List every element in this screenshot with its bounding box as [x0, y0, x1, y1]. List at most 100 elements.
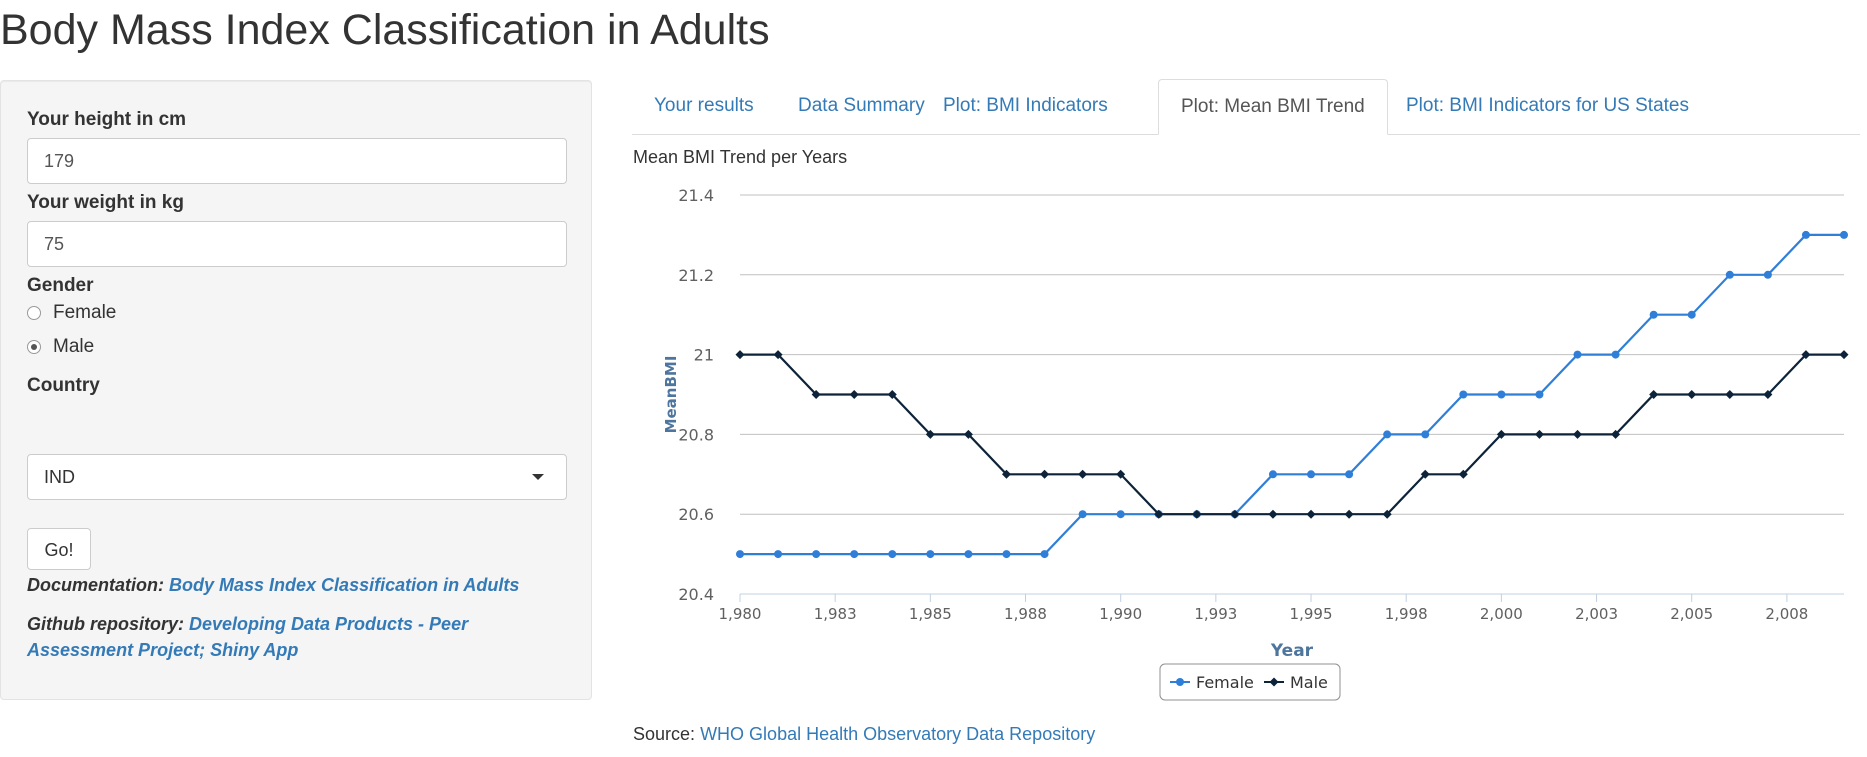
radio-male[interactable] — [27, 340, 41, 354]
x-tick-label: 1,993 — [1194, 605, 1237, 623]
data-point-male — [1268, 509, 1278, 519]
data-point-female — [1078, 510, 1087, 519]
x-axis-title: Year — [1270, 641, 1314, 661]
x-tick-label: 2,005 — [1670, 605, 1713, 623]
data-point-male — [1154, 509, 1164, 519]
tab-plot-mean-bmi-trend[interactable]: Plot: Mean BMI Trend — [1158, 79, 1388, 135]
legend-marker-male — [1269, 677, 1279, 687]
y-axis-title: MeanBMI — [662, 356, 680, 434]
data-point-male — [1420, 469, 1430, 479]
data-point-female — [1002, 550, 1011, 559]
data-point-male — [1078, 469, 1088, 479]
data-point-male — [1230, 509, 1240, 519]
source-line: Source: WHO Global Health Observatory Da… — [633, 724, 1095, 745]
legend-label-male: Male — [1290, 673, 1328, 692]
tab-your-results[interactable]: Your results — [654, 95, 754, 116]
x-tick-label: 2,008 — [1765, 605, 1808, 623]
legend-label-female: Female — [1196, 673, 1254, 692]
data-point-male — [1611, 429, 1621, 439]
weight-input[interactable]: 75 — [27, 221, 567, 267]
x-tick-label: 1,985 — [909, 605, 952, 623]
github-link[interactable]: Developing Data Products - Peer Assessme… — [27, 614, 469, 660]
country-label: Country — [27, 375, 100, 396]
data-point-male — [1573, 429, 1583, 439]
tab-plot-bmi-us-states[interactable]: Plot: BMI Indicators for US States — [1406, 95, 1689, 116]
data-point-female — [1687, 310, 1696, 319]
data-point-male — [963, 429, 973, 439]
tab-data-summary[interactable]: Data Summary — [798, 95, 925, 116]
x-tick-label: 1,983 — [814, 605, 857, 623]
x-tick-label: 2,003 — [1575, 605, 1618, 623]
data-point-male — [1687, 390, 1697, 399]
legend-marker-female — [1176, 678, 1184, 686]
page-title: Body Mass Index Classification in Adults — [0, 6, 770, 54]
data-point-male — [1116, 469, 1126, 479]
y-tick-label: 20.4 — [678, 585, 714, 604]
data-point-male — [773, 350, 783, 360]
data-point-male — [1534, 429, 1544, 439]
documentation-label: Documentation: — [27, 575, 164, 595]
data-point-female — [1840, 230, 1848, 239]
data-point-male — [1725, 390, 1735, 399]
tab-bar: Your results Data Summary Plot: BMI Indi… — [632, 79, 1860, 135]
data-point-female — [1116, 510, 1125, 519]
data-point-male — [1040, 469, 1050, 479]
data-point-female — [1383, 430, 1392, 439]
data-point-male — [1496, 429, 1506, 439]
data-point-male — [1839, 350, 1849, 360]
data-point-male — [1763, 390, 1773, 399]
height-label: Your height in cm — [27, 109, 187, 130]
data-point-female — [736, 550, 744, 559]
x-tick-label: 1,990 — [1099, 605, 1142, 623]
series-line-male — [740, 353, 1844, 516]
data-point-male — [887, 390, 897, 399]
data-point-male — [1344, 509, 1354, 519]
gender-option-female[interactable]: Female — [27, 302, 116, 324]
tab-plot-bmi-indicators[interactable]: Plot: BMI Indicators — [943, 95, 1108, 116]
chart-legend[interactable]: Female Male — [1159, 663, 1341, 701]
x-tick-label: 1,988 — [1004, 605, 1047, 623]
data-point-female — [1535, 390, 1544, 399]
y-tick-label: 20.8 — [678, 425, 714, 444]
source-label: Source: — [633, 724, 696, 744]
data-point-male — [849, 390, 859, 399]
gender-label: Gender — [27, 275, 94, 296]
sidebar-panel: Your height in cm 179 Your weight in kg … — [0, 80, 592, 700]
github-label: Github repository: — [27, 614, 184, 634]
data-point-female — [850, 550, 859, 559]
country-value: IND — [44, 467, 75, 487]
github-line: Github repository: Developing Data Produ… — [27, 611, 567, 663]
weight-label: Your weight in kg — [27, 192, 184, 213]
data-point-male — [1649, 390, 1659, 399]
source-link[interactable]: WHO Global Health Observatory Data Repos… — [700, 724, 1096, 744]
data-point-female — [1497, 390, 1506, 399]
documentation-link[interactable]: Body Mass Index Classification in Adults — [169, 575, 520, 595]
x-tick-label: 2,000 — [1480, 605, 1523, 623]
data-point-female — [888, 550, 897, 559]
data-point-female — [1649, 310, 1658, 319]
chevron-down-icon — [532, 474, 544, 480]
documentation-line: Documentation: Body Mass Index Classific… — [27, 572, 567, 598]
data-point-female — [1801, 230, 1810, 239]
radio-female[interactable] — [27, 306, 41, 320]
gender-option-male[interactable]: Male — [27, 336, 94, 358]
go-button[interactable]: Go! — [27, 528, 91, 570]
data-point-male — [811, 390, 821, 399]
mean-bmi-trend-chart: 20.4 20.6 20.8 21 21.2 21.4 1,980 1,983 1,985 1,9… — [662, 186, 1849, 701]
chart-heading: Mean BMI Trend per Years — [633, 147, 848, 167]
data-point-male — [1001, 469, 1011, 479]
data-point-male — [1306, 509, 1316, 519]
y-tick-label: 21.4 — [678, 186, 714, 205]
data-point-male — [1801, 350, 1811, 360]
gender-female-label: Female — [53, 302, 117, 323]
legend-box — [1159, 663, 1341, 701]
country-select[interactable]: IND — [27, 454, 567, 500]
data-point-female — [774, 550, 783, 559]
y-tick-label: 20.6 — [678, 505, 714, 524]
data-point-female — [1345, 470, 1354, 479]
data-point-female — [926, 550, 935, 559]
data-point-female — [1725, 270, 1734, 279]
data-point-male — [1458, 469, 1468, 479]
data-point-female — [1040, 550, 1049, 559]
height-input[interactable]: 179 — [27, 138, 567, 184]
